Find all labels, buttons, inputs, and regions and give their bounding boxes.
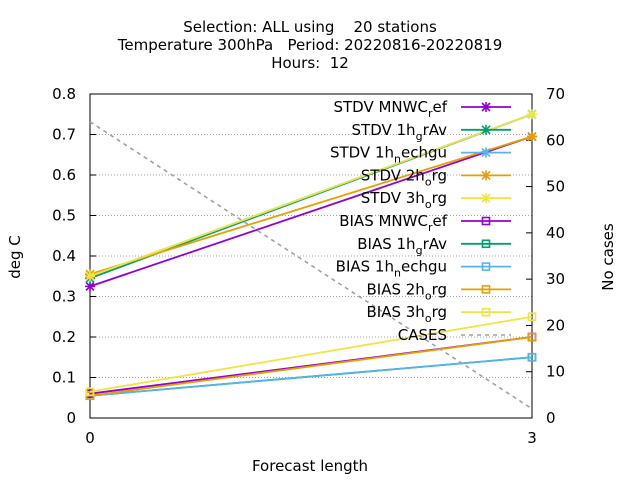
legend-label: STDV MNWCref <box>333 98 447 120</box>
point-marker <box>481 239 491 249</box>
legend-label-subscript: o <box>425 198 432 211</box>
y-tick-label: 0.7 <box>52 126 76 144</box>
x-tick-label: 0 <box>85 429 95 447</box>
point-marker <box>481 124 491 135</box>
y-tick-label: 0.8 <box>52 85 76 103</box>
legend-label-rest: rg <box>432 280 447 298</box>
y2-tick-label: 70 <box>546 85 565 103</box>
point-marker <box>85 271 95 282</box>
legend-label-subscript: n <box>394 153 401 166</box>
legend-label-subscript: g <box>416 244 423 257</box>
legend-label: STDV 3horg <box>361 189 447 211</box>
y2-tick-label: 0 <box>546 409 556 427</box>
y-tick-label: 0.3 <box>52 288 76 306</box>
y2-tick-label: 30 <box>546 270 565 288</box>
series-lines <box>85 109 537 410</box>
legend-label: BIAS 2horg <box>367 280 448 302</box>
legend-label: STDV 1hgrAv <box>352 121 448 143</box>
chart-title: Selection: ALL using 20 stationsTemperat… <box>117 18 503 72</box>
legend-label-rest: rAv <box>423 121 448 139</box>
y2-axis-label: No cases <box>599 223 617 291</box>
y2-tick-label: 50 <box>546 178 565 196</box>
point-marker <box>481 147 491 158</box>
point-marker <box>481 216 491 226</box>
point-marker <box>527 312 537 322</box>
legend-label-subscript: g <box>416 130 423 143</box>
series-line <box>89 336 533 397</box>
series-line <box>89 356 533 397</box>
series-line <box>89 315 533 393</box>
legend-label-rest: rAv <box>423 235 448 253</box>
legend-label-rest: ef <box>432 98 447 116</box>
point-marker <box>527 332 537 342</box>
point-marker <box>481 262 491 271</box>
point-marker <box>481 285 491 294</box>
y2-tick-label: 40 <box>546 224 565 242</box>
legend-label: BIAS MNWCref <box>339 212 447 234</box>
legend-label-subscript: o <box>425 312 432 325</box>
legend-label-rest: echgu <box>401 258 447 276</box>
y2-tick-label: 60 <box>546 131 565 149</box>
title-line: Selection: ALL using 20 stations <box>183 18 437 36</box>
y2-tick-label: 20 <box>546 316 565 334</box>
legend-label-rest: rg <box>432 166 447 184</box>
y-tick-label: 0.6 <box>52 166 76 184</box>
y-tick-label: 0 <box>66 409 76 427</box>
y-tick-label: 0.2 <box>52 328 76 346</box>
y-axis-label: deg C <box>6 235 24 279</box>
x-axis-label: Forecast length <box>252 457 368 475</box>
y-tick-label: 0.1 <box>52 369 76 387</box>
y-tick-label: 0.5 <box>52 207 76 225</box>
point-marker <box>481 102 491 112</box>
y2-axis-ticks: 0 10 20 30 40 50 60 70 <box>526 85 565 427</box>
series-line <box>89 135 533 276</box>
legend-label-rest: ef <box>432 212 447 230</box>
legend-label-rest: rg <box>432 303 447 321</box>
legend-label-rest: rg <box>432 189 447 207</box>
point-marker <box>481 170 491 181</box>
legend-label: STDV 1hnechgu <box>330 144 447 166</box>
legend-label-subscript: n <box>394 267 401 280</box>
point-marker <box>527 131 537 142</box>
y2-tick-label: 10 <box>546 363 565 381</box>
point-marker <box>85 281 95 292</box>
y-axis-ticks: 0 0.1 0.2 0.3 0.4 0.5 0.6 0.7 0.8 <box>52 85 96 427</box>
legend-label: BIAS 3horg <box>367 303 448 325</box>
point-marker <box>481 307 491 317</box>
point-marker <box>527 109 537 120</box>
series-line <box>89 113 533 278</box>
title-line: Hours: 12 <box>271 54 349 72</box>
point-marker <box>481 193 491 204</box>
x-tick-label: 3 <box>527 429 537 447</box>
legend-label-subscript: o <box>425 175 432 188</box>
legend-label: BIAS 1hnechgu <box>336 258 447 280</box>
series-line <box>89 135 533 288</box>
legend-label-subscript: o <box>425 289 432 302</box>
point-marker <box>527 352 537 362</box>
legend-label-subscript: r <box>428 221 433 234</box>
point-marker <box>85 387 95 396</box>
y-tick-label: 0.4 <box>52 247 76 265</box>
legend-label: CASES <box>398 326 447 344</box>
title-line: Temperature 300hPa Period: 20220816-2022… <box>117 36 503 54</box>
legend-label-subscript: r <box>428 107 433 120</box>
legend-label: BIAS 1hgrAv <box>357 235 447 257</box>
grid <box>90 134 532 378</box>
legend-label-rest: echgu <box>401 144 447 162</box>
